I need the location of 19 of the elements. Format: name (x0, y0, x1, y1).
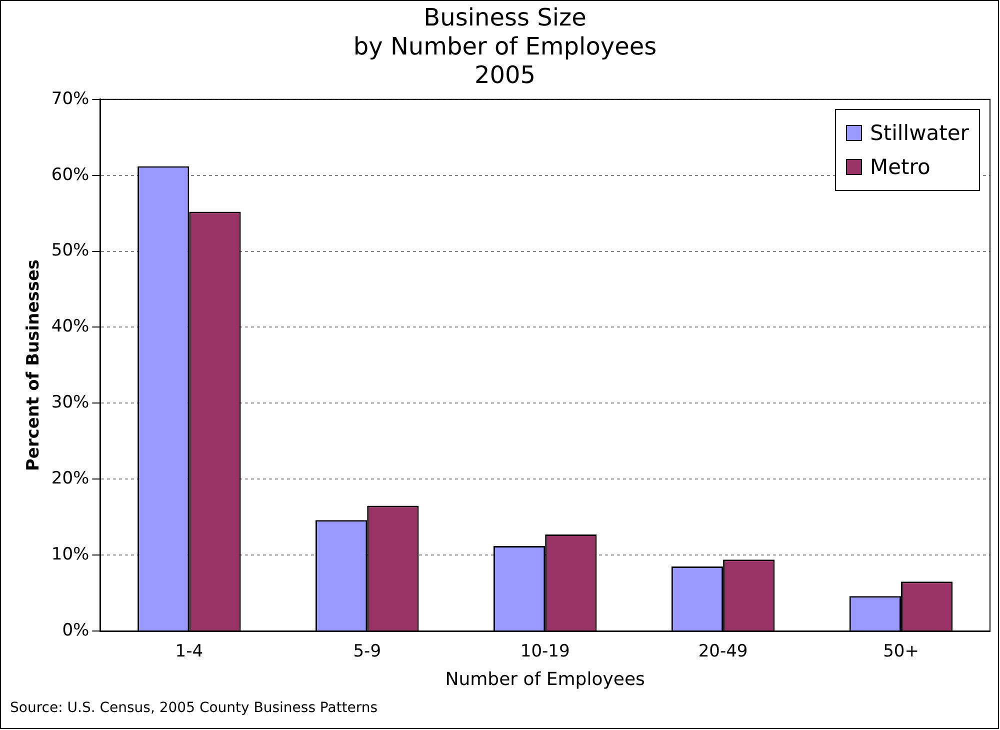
y-tick-label: 30% (51, 392, 90, 413)
x-tick-label: 10-19 (520, 642, 570, 662)
x-tick-label: 20-49 (698, 642, 748, 662)
y-tick-label: 60% (51, 164, 90, 185)
source-note: Source: U.S. Census, 2005 County Business Patterns (10, 700, 378, 716)
y-tick-label: 20% (51, 468, 90, 489)
y-tick-label: 10% (51, 544, 90, 564)
y-tick-label: 40% (51, 316, 90, 337)
y-tick-label: 50% (51, 240, 90, 261)
x-axis-title: Number of Employees (445, 668, 645, 690)
y-tick-label: 70% (51, 88, 90, 109)
legend-label: Metro (870, 154, 930, 182)
y-axis-title: Percent of Businesses (24, 259, 44, 472)
chart-title: Business Size by Number of Employees 2005 (353, 4, 657, 90)
legend-label: Stillwater (870, 120, 969, 148)
x-tick-label: 5-9 (353, 642, 382, 662)
x-tick-label: 50+ (883, 642, 919, 662)
x-tick-label: 1-4 (175, 642, 204, 662)
y-tick-label: 0% (62, 620, 90, 640)
